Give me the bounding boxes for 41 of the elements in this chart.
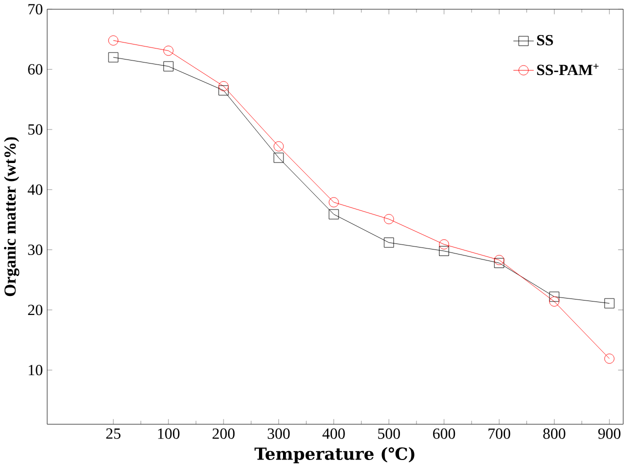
x-tick-label: 100 <box>158 428 180 439</box>
x-tick-label: 300 <box>268 428 290 439</box>
y-tick-label: 10 <box>28 364 42 376</box>
point <box>328 209 339 220</box>
point <box>218 85 229 96</box>
point <box>384 237 394 248</box>
x-tick-label: 800 <box>543 428 566 439</box>
point <box>218 81 229 92</box>
point <box>274 152 284 163</box>
y-tick-label: 60 <box>28 64 42 74</box>
point <box>108 52 118 62</box>
point <box>108 35 118 46</box>
x-tick-label: 25 <box>106 428 120 439</box>
y-tick-label: 30 <box>28 244 42 255</box>
point <box>439 239 450 250</box>
y-tick-label: 70 <box>28 4 42 14</box>
x-tick-label: 200 <box>212 428 235 439</box>
point <box>494 258 504 268</box>
legend-label: SS-PAM$^{+}$ <box>537 64 599 76</box>
x-tick-label: 900 <box>598 428 620 439</box>
legend-label: SS <box>537 34 553 46</box>
point <box>439 246 450 256</box>
point <box>328 197 339 208</box>
x-tick-label: 600 <box>433 428 456 439</box>
x-tick-label: 700 <box>488 428 510 439</box>
point <box>549 292 560 302</box>
x-tick-label: 400 <box>322 428 345 439</box>
point <box>494 254 504 265</box>
point <box>604 354 614 364</box>
y-tick-label: 50 <box>28 124 42 135</box>
y-axis-title: Organic matter (wt%) <box>4 137 20 296</box>
point <box>549 296 560 306</box>
x-axis-title: Temperature (℃) <box>254 446 414 464</box>
point <box>163 46 174 56</box>
point <box>274 141 284 152</box>
point <box>384 214 394 224</box>
point <box>604 298 614 308</box>
point <box>163 61 174 72</box>
y-tick-label: 40 <box>28 184 42 195</box>
y-tick-label: 20 <box>28 304 42 316</box>
x-tick-label: 500 <box>378 428 400 439</box>
